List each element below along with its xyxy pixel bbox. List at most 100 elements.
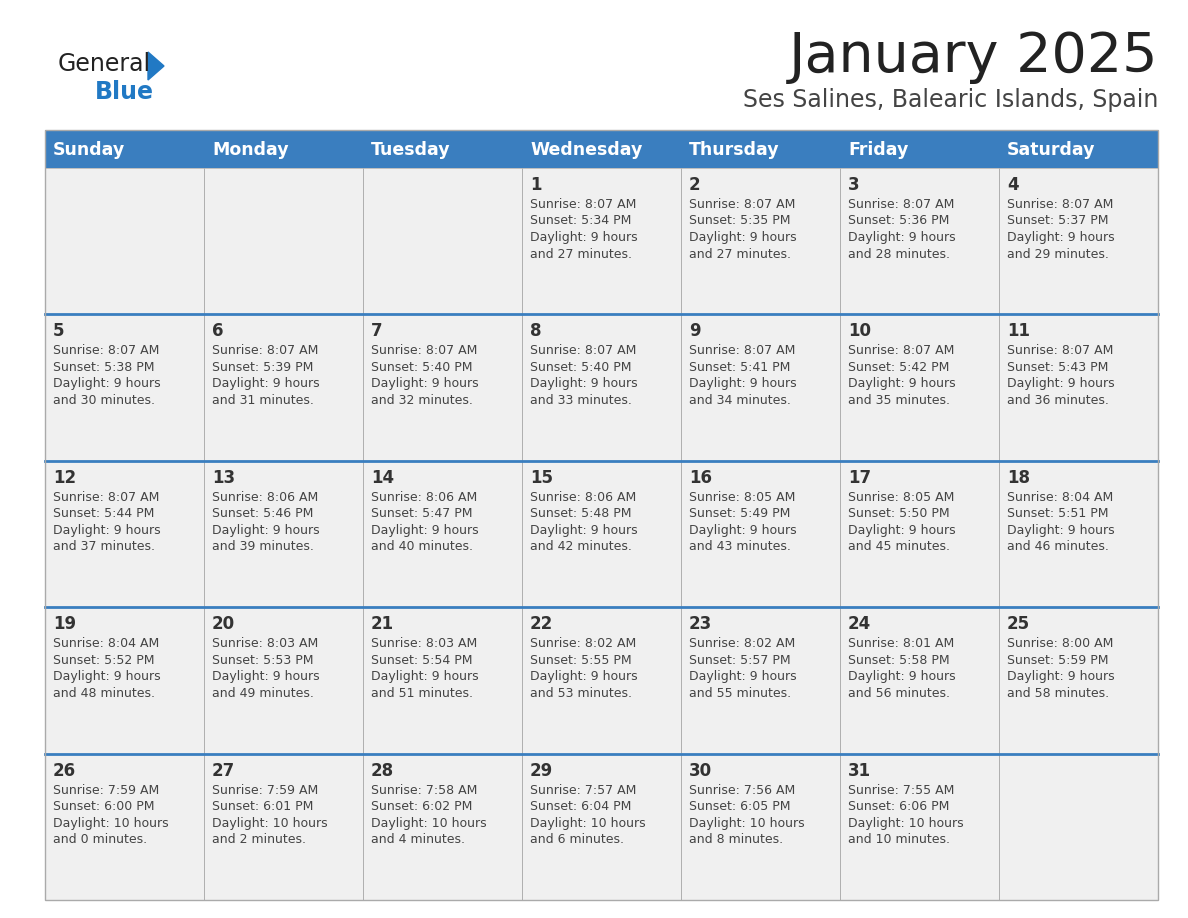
Text: Sunrise: 7:55 AM: Sunrise: 7:55 AM: [848, 784, 954, 797]
Bar: [681, 168, 840, 314]
Text: 26: 26: [53, 762, 76, 779]
Text: and 37 minutes.: and 37 minutes.: [53, 541, 154, 554]
Text: 29: 29: [530, 762, 554, 779]
Text: Sunset: 5:50 PM: Sunset: 5:50 PM: [848, 508, 949, 521]
Text: and 55 minutes.: and 55 minutes.: [689, 687, 791, 700]
Text: Sunset: 5:57 PM: Sunset: 5:57 PM: [689, 654, 791, 666]
Bar: [522, 754, 681, 900]
Bar: [999, 461, 1158, 607]
Bar: [999, 607, 1158, 754]
Text: Daylight: 10 hours: Daylight: 10 hours: [211, 817, 328, 830]
Bar: [364, 607, 522, 754]
Text: and 31 minutes.: and 31 minutes.: [211, 394, 314, 407]
Bar: [681, 461, 840, 607]
Text: Sunrise: 8:07 AM: Sunrise: 8:07 AM: [371, 344, 478, 357]
Text: Sunrise: 8:05 AM: Sunrise: 8:05 AM: [689, 491, 796, 504]
Text: and 33 minutes.: and 33 minutes.: [530, 394, 632, 407]
Text: and 2 minutes.: and 2 minutes.: [211, 834, 307, 846]
Bar: [45, 130, 204, 168]
Text: Daylight: 9 hours: Daylight: 9 hours: [689, 670, 797, 683]
Text: Sunset: 5:41 PM: Sunset: 5:41 PM: [689, 361, 790, 374]
Text: Sunrise: 8:07 AM: Sunrise: 8:07 AM: [848, 344, 954, 357]
Text: Sunset: 6:04 PM: Sunset: 6:04 PM: [530, 800, 631, 813]
Text: and 53 minutes.: and 53 minutes.: [530, 687, 632, 700]
Text: Sunrise: 7:58 AM: Sunrise: 7:58 AM: [371, 784, 478, 797]
Text: and 42 minutes.: and 42 minutes.: [530, 541, 632, 554]
Text: Sunrise: 7:59 AM: Sunrise: 7:59 AM: [53, 784, 159, 797]
Text: Daylight: 9 hours: Daylight: 9 hours: [371, 524, 479, 537]
Text: and 27 minutes.: and 27 minutes.: [689, 248, 791, 261]
Text: Sunset: 5:46 PM: Sunset: 5:46 PM: [211, 508, 314, 521]
Bar: [522, 461, 681, 607]
Text: 30: 30: [689, 762, 712, 779]
Bar: [204, 168, 364, 314]
Bar: [204, 754, 364, 900]
Bar: [204, 461, 364, 607]
Text: 12: 12: [53, 469, 76, 487]
Text: Sunrise: 8:03 AM: Sunrise: 8:03 AM: [371, 637, 478, 650]
Text: Daylight: 10 hours: Daylight: 10 hours: [371, 817, 487, 830]
Text: Daylight: 10 hours: Daylight: 10 hours: [53, 817, 169, 830]
Text: Daylight: 9 hours: Daylight: 9 hours: [211, 670, 320, 683]
Bar: [364, 130, 522, 168]
Bar: [999, 314, 1158, 461]
Text: Sunset: 5:40 PM: Sunset: 5:40 PM: [371, 361, 473, 374]
Text: 17: 17: [848, 469, 871, 487]
Text: and 30 minutes.: and 30 minutes.: [53, 394, 154, 407]
Text: Sunrise: 8:07 AM: Sunrise: 8:07 AM: [211, 344, 318, 357]
Bar: [681, 314, 840, 461]
Bar: [364, 607, 522, 754]
Text: Sunrise: 8:07 AM: Sunrise: 8:07 AM: [848, 198, 954, 211]
Text: Sunrise: 8:05 AM: Sunrise: 8:05 AM: [848, 491, 954, 504]
Text: Sunset: 5:43 PM: Sunset: 5:43 PM: [1007, 361, 1108, 374]
Text: and 10 minutes.: and 10 minutes.: [848, 834, 950, 846]
Text: Daylight: 9 hours: Daylight: 9 hours: [211, 524, 320, 537]
Text: Saturday: Saturday: [1007, 141, 1095, 159]
Text: and 39 minutes.: and 39 minutes.: [211, 541, 314, 554]
Bar: [364, 168, 522, 314]
Text: 22: 22: [530, 615, 554, 633]
Text: 19: 19: [53, 615, 76, 633]
Text: Sunset: 5:35 PM: Sunset: 5:35 PM: [689, 215, 790, 228]
Text: January 2025: January 2025: [789, 30, 1158, 84]
Text: 25: 25: [1007, 615, 1030, 633]
Text: Sunrise: 8:07 AM: Sunrise: 8:07 AM: [1007, 344, 1113, 357]
Text: Sunset: 6:02 PM: Sunset: 6:02 PM: [371, 800, 473, 813]
Text: Sunrise: 8:07 AM: Sunrise: 8:07 AM: [530, 344, 637, 357]
Text: Daylight: 9 hours: Daylight: 9 hours: [53, 670, 160, 683]
Bar: [204, 314, 364, 461]
Bar: [45, 168, 204, 314]
Text: Sunset: 6:05 PM: Sunset: 6:05 PM: [689, 800, 790, 813]
Text: Sunset: 5:58 PM: Sunset: 5:58 PM: [848, 654, 949, 666]
Text: and 0 minutes.: and 0 minutes.: [53, 834, 147, 846]
Bar: [999, 168, 1158, 314]
Text: Sunset: 6:00 PM: Sunset: 6:00 PM: [53, 800, 154, 813]
Text: Daylight: 9 hours: Daylight: 9 hours: [1007, 524, 1114, 537]
Bar: [681, 607, 840, 754]
Text: Sunset: 5:36 PM: Sunset: 5:36 PM: [848, 215, 949, 228]
Text: Sunset: 5:52 PM: Sunset: 5:52 PM: [53, 654, 154, 666]
Bar: [522, 168, 681, 314]
Text: Sunrise: 8:07 AM: Sunrise: 8:07 AM: [1007, 198, 1113, 211]
Bar: [681, 314, 840, 461]
Text: Sunset: 5:48 PM: Sunset: 5:48 PM: [530, 508, 632, 521]
Text: Sunrise: 8:07 AM: Sunrise: 8:07 AM: [689, 344, 796, 357]
Bar: [522, 607, 681, 754]
Text: Sunrise: 8:04 AM: Sunrise: 8:04 AM: [1007, 491, 1113, 504]
Text: and 46 minutes.: and 46 minutes.: [1007, 541, 1108, 554]
Text: Sunset: 5:51 PM: Sunset: 5:51 PM: [1007, 508, 1108, 521]
Text: Thursday: Thursday: [689, 141, 779, 159]
Text: 9: 9: [689, 322, 701, 341]
Text: and 6 minutes.: and 6 minutes.: [530, 834, 624, 846]
Text: Daylight: 10 hours: Daylight: 10 hours: [689, 817, 804, 830]
Text: 3: 3: [848, 176, 860, 194]
Text: and 4 minutes.: and 4 minutes.: [371, 834, 465, 846]
Bar: [999, 130, 1158, 168]
Text: Sunset: 6:06 PM: Sunset: 6:06 PM: [848, 800, 949, 813]
Bar: [45, 130, 1158, 900]
Text: and 43 minutes.: and 43 minutes.: [689, 541, 791, 554]
Bar: [204, 461, 364, 607]
Text: 23: 23: [689, 615, 713, 633]
Text: General: General: [58, 52, 151, 76]
Bar: [45, 461, 204, 607]
